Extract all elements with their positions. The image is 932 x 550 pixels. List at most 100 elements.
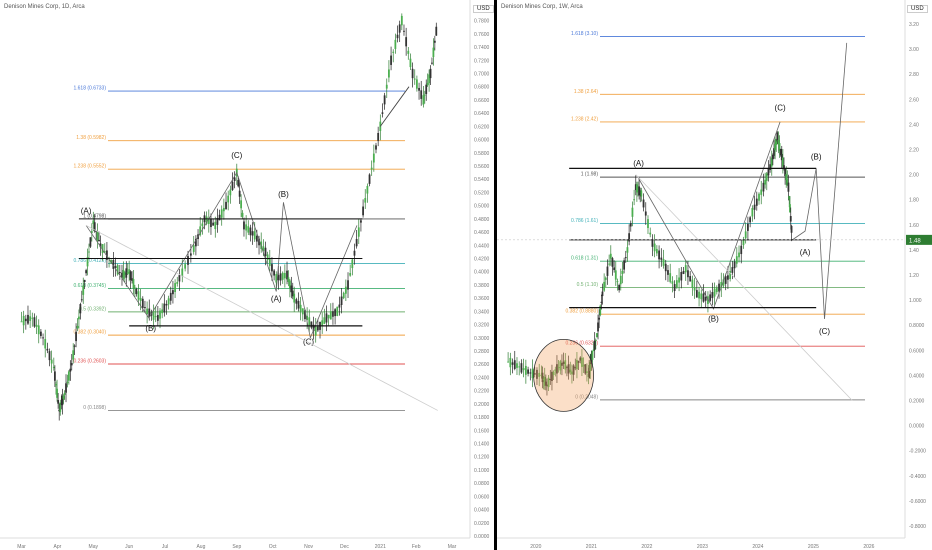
candle-body	[715, 288, 718, 293]
fib-level-label: 0.5 (1.10)	[577, 282, 599, 288]
candle-body	[245, 224, 248, 231]
candle-body	[79, 304, 82, 314]
y-tick-label: 1.000	[909, 298, 922, 304]
candle-body	[623, 260, 626, 270]
candle-body	[693, 287, 696, 291]
x-tick-label: Jul	[162, 544, 168, 550]
candle-body	[680, 272, 683, 281]
candle-body	[334, 309, 336, 317]
y-tick-label: 0.4800	[474, 217, 490, 223]
candle-body	[240, 200, 242, 209]
candle-body	[531, 368, 534, 379]
candle-body	[662, 259, 665, 266]
candle-body	[92, 220, 95, 224]
candle-body	[655, 248, 658, 254]
candle-body	[72, 350, 75, 360]
candle-body	[118, 272, 121, 274]
candle-body	[59, 402, 62, 412]
candle-body	[48, 351, 51, 361]
candle-body	[27, 314, 29, 324]
candle-body	[231, 181, 234, 190]
candle-body	[297, 300, 300, 309]
candle-body	[567, 364, 570, 374]
candle-body	[116, 265, 119, 275]
candle-body	[275, 274, 278, 283]
candle-body	[420, 90, 423, 99]
candle-body	[288, 280, 291, 288]
candle-body	[283, 272, 286, 279]
candle-body	[90, 231, 93, 233]
wave-label: (A)	[271, 294, 282, 303]
candle-body	[293, 293, 296, 303]
candle-body	[569, 369, 572, 373]
y-tick-label: 3.00	[909, 47, 919, 53]
candle-body	[780, 153, 783, 161]
wave-label: (B)	[145, 324, 156, 333]
y-tick-label: 1.60	[909, 223, 919, 229]
candle-body	[576, 359, 578, 370]
panel-divider[interactable]	[494, 0, 497, 550]
candle-body	[418, 87, 420, 91]
y-tick-label: 0.0800	[474, 481, 490, 487]
left-chart-panel[interactable]: Denison Mines Corp, 1D, Arca USD 0.7800 0…	[0, 0, 494, 550]
fib-level-label: 0.382 (0.8880)	[565, 309, 598, 315]
candle-body	[606, 266, 609, 276]
candle-body	[593, 340, 596, 350]
candle-body	[123, 272, 126, 275]
highlight-circle	[533, 338, 595, 412]
wave-label: (A)	[633, 159, 644, 168]
y-tick-label: 0.2600	[474, 362, 490, 368]
candle-body	[631, 207, 634, 217]
candle-body	[258, 238, 260, 246]
candle-body	[786, 178, 789, 186]
candle-body	[385, 84, 388, 89]
chart-canvas-weekly[interactable]: 3.20 3.00 2.80 2.60 2.40 2.20 2.00 1.80 1.60 1.40…	[497, 0, 932, 550]
chart-canvas-daily[interactable]: 0.7800 0.7600 0.7400 0.7200 0.7000 0.6800 0.66…	[0, 0, 494, 550]
candle-body	[281, 272, 284, 280]
candle-body	[233, 177, 236, 182]
x-tick-label: 2025	[808, 544, 819, 550]
candle-body	[621, 270, 624, 274]
right-chart-panel[interactable]: Denison Mines Corp, 1W, Arca USD 3.20 3.0…	[497, 0, 932, 550]
chart-title: Denison Mines Corp, 1D, Arca	[4, 4, 85, 10]
candle-body	[148, 308, 151, 317]
candle-body	[61, 395, 64, 406]
y-tick-label: 0.5600	[474, 164, 490, 170]
candle-body	[588, 367, 591, 377]
candle-body	[165, 304, 168, 306]
y-tick-label: 0.6200	[474, 124, 490, 130]
fib-level-label: 1.238 (0.5552)	[73, 164, 106, 170]
candle-body	[218, 214, 221, 221]
candle-body	[129, 271, 132, 280]
candle-body	[664, 263, 667, 272]
trend-line	[635, 174, 853, 401]
x-tick-label: May	[89, 544, 99, 550]
candle-body	[314, 326, 317, 336]
last-price-badge	[906, 234, 932, 245]
candle-body	[711, 292, 714, 299]
candle-body	[131, 278, 133, 281]
candle-body	[286, 270, 288, 280]
candle-body	[740, 245, 743, 255]
candle-body	[624, 257, 627, 259]
candle-body	[727, 275, 729, 280]
candle-body	[516, 363, 518, 368]
candle-body	[83, 279, 86, 282]
candle-body	[518, 366, 521, 368]
candle-body	[572, 365, 575, 375]
candle-body	[551, 371, 553, 381]
candle-body	[398, 24, 401, 33]
last-price-label: 1.48	[909, 238, 921, 244]
candle-body	[237, 179, 240, 187]
candle-body	[616, 281, 619, 283]
candle-body	[75, 331, 77, 342]
candle-body	[520, 363, 523, 373]
candle-body	[125, 268, 128, 278]
candle-body	[154, 316, 157, 318]
candle-body	[753, 204, 756, 210]
candle-body	[82, 285, 85, 295]
candle-body	[633, 199, 636, 201]
candle-body	[308, 317, 311, 326]
candle-body	[194, 238, 197, 247]
y-tick-label: 2.20	[909, 148, 919, 154]
